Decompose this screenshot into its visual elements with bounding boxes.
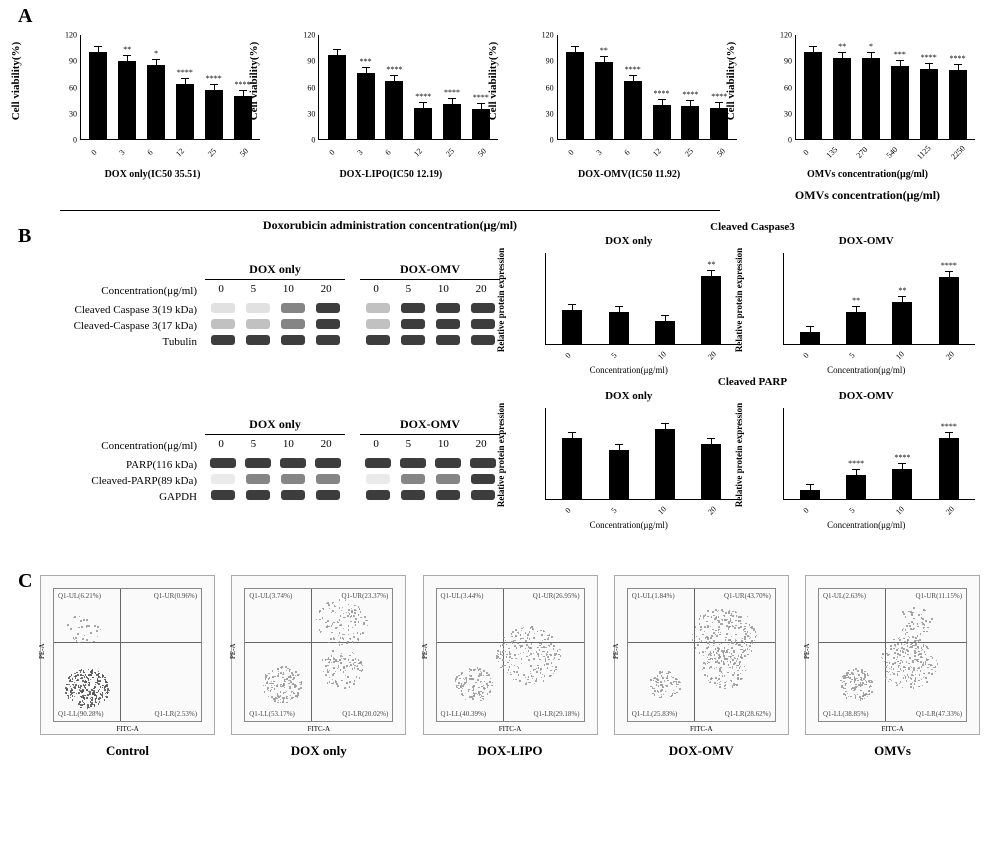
panel-a: Cell viability(%)0306090120*************… (40, 25, 980, 205)
section-label-a: A (18, 5, 32, 28)
bar (804, 52, 822, 139)
viability-chart-0: Cell viability(%)0306090120*************… (40, 25, 265, 175)
y-axis-label: Cell viability(%) (10, 42, 22, 121)
flow-label: Control (40, 743, 215, 759)
flow-label: DOX-LIPO (423, 743, 598, 759)
chart-title: OMVs concentration(μg/ml) (755, 169, 980, 180)
bar: *** (357, 73, 375, 139)
blot-row-1: Concentration(μg/ml)PARP(116 kDa)Cleaved… (40, 385, 980, 535)
bar: * (147, 65, 165, 139)
panel-b: Concentration(μg/ml)Cleaved Caspase 3(19… (40, 230, 980, 560)
bar (89, 52, 107, 139)
bar (566, 52, 584, 139)
bar: **** (681, 106, 699, 139)
blot-row-0: Concentration(μg/ml)Cleaved Caspase 3(19… (40, 230, 980, 380)
bar: ** (595, 62, 613, 139)
bar (328, 55, 346, 139)
bar: **** (205, 90, 223, 139)
bar: *** (891, 66, 909, 139)
panel-a-charts: Cell viability(%)0306090120*************… (40, 25, 980, 175)
flow-plot-1: Q1-UL(3.74%)Q1-UR(23.37%)Q1-LL(53.17%)Q1… (231, 575, 406, 759)
bar: **** (176, 84, 194, 139)
flow-label: OMVs (805, 743, 980, 759)
viability-chart-1: Cell viability(%)0306090120*************… (278, 25, 503, 175)
flow-label: DOX-OMV (614, 743, 789, 759)
viability-chart-3: Cell viability(%)0306090120*************… (755, 25, 980, 175)
quant-chart: Cleaved PARPDOX-OMVRelative protein expr… (753, 390, 981, 530)
panel-c: Q1-UL(6.21%)Q1-UR(0.96%)Q1-LL(90.28%)Q1-… (40, 575, 980, 759)
section-label-c: C (18, 570, 32, 593)
blot-group: DOX-OMV051020 (360, 417, 500, 504)
bar: ** (833, 58, 851, 139)
flow-row: Q1-UL(6.21%)Q1-UR(0.96%)Q1-LL(90.28%)Q1-… (40, 575, 980, 759)
viability-chart-2: Cell viability(%)0306090120*************… (517, 25, 742, 175)
quant-chart: DOX onlyRelative protein expression05102… (515, 390, 743, 530)
quant-chart: DOX onlyRelative protein expression**051… (515, 235, 743, 375)
chart-title: DOX only(IC50 35.51) (40, 169, 265, 180)
flow-plot-4: Q1-UL(2.63%)Q1-UR(11.15%)Q1-LL(38.85%)Q1… (805, 575, 980, 759)
section-label-b: B (18, 225, 31, 248)
bar: **** (385, 81, 403, 139)
y-axis-label: Cell viability(%) (248, 42, 260, 121)
blot-group: DOX only051020 (205, 262, 345, 349)
quant-chart: Cleaved Caspase3DOX-OMVRelative protein … (753, 235, 981, 375)
blot-group: DOX-OMV051020 (360, 262, 500, 349)
chart-title: DOX-LIPO(IC50 12.19) (278, 169, 503, 180)
y-axis-label: Cell viability(%) (487, 42, 499, 121)
flow-plot-2: Q1-UL(3.44%)Q1-UR(26.95%)Q1-LL(40.39%)Q1… (423, 575, 598, 759)
flow-plot-0: Q1-UL(6.21%)Q1-UR(0.96%)Q1-LL(90.28%)Q1-… (40, 575, 215, 759)
bar: **** (653, 105, 671, 139)
flow-plot-3: Q1-UL(1.84%)Q1-UR(43.70%)Q1-LL(25.83%)Q1… (614, 575, 789, 759)
bar: **** (949, 70, 967, 139)
bar: **** (920, 69, 938, 139)
bar: **** (624, 81, 642, 139)
blot-group: DOX only051020 (205, 417, 345, 504)
bar: **** (443, 104, 461, 139)
bar: ** (118, 61, 136, 139)
flow-label: DOX only (231, 743, 406, 759)
bar: * (862, 58, 880, 139)
bar: **** (414, 108, 432, 139)
chart-title: DOX-OMV(IC50 11.92) (517, 169, 742, 180)
y-axis-label: Cell viability(%) (725, 42, 737, 121)
